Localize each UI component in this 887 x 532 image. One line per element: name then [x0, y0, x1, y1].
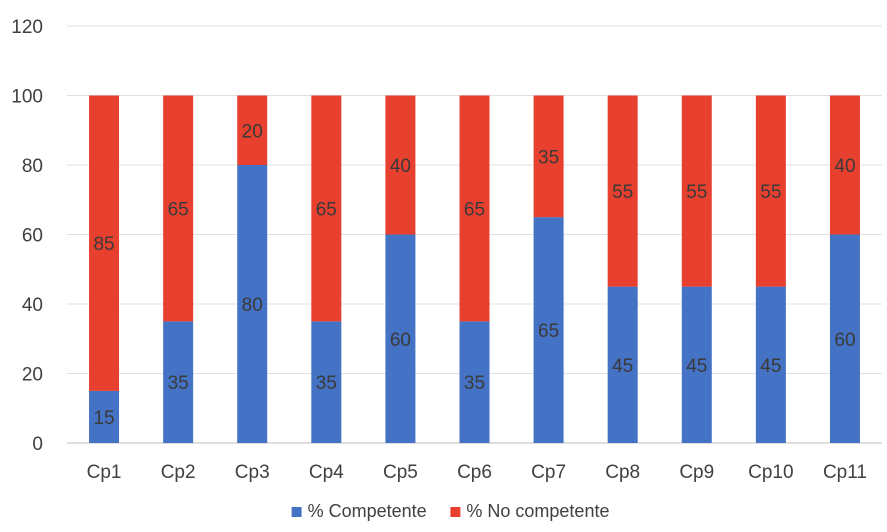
legend-label: % No competente	[466, 501, 609, 521]
data-label: 35	[168, 373, 189, 394]
data-label: 55	[612, 182, 633, 203]
x-tick-label: Cp5	[383, 462, 418, 483]
x-tick-label: Cp11	[823, 462, 867, 483]
data-label: 55	[686, 182, 707, 203]
data-label: 80	[242, 295, 263, 316]
data-label: 35	[316, 373, 337, 394]
legend-swatch	[292, 507, 302, 517]
y-tick-label: 80	[22, 156, 43, 177]
x-tick-label: Cp3	[235, 462, 270, 483]
data-label: 65	[316, 199, 337, 220]
legend: % Competente % No competente	[292, 501, 610, 521]
data-label: 55	[760, 182, 781, 203]
x-tick-label: Cp8	[605, 462, 640, 483]
data-label: 65	[538, 321, 559, 342]
y-tick-label: 100	[11, 87, 43, 108]
legend-swatch	[450, 507, 460, 517]
x-axis: Cp1 Cp2 Cp3 Cp4 Cp5 Cp6 Cp7 Cp8 Cp9 Cp10 Cp11	[87, 462, 867, 483]
y-tick-label: 20	[22, 365, 43, 386]
legend-label: % Competente	[308, 501, 427, 521]
data-label: 65	[464, 199, 485, 220]
y-tick-label: 0	[32, 434, 43, 455]
data-label: 20	[242, 121, 263, 142]
data-label: 45	[686, 356, 707, 377]
x-tick-label: Cp9	[679, 462, 714, 483]
data-label: 35	[464, 373, 485, 394]
data-label: 40	[834, 156, 855, 177]
data-label: 35	[538, 147, 559, 168]
data-label: 60	[390, 330, 411, 351]
y-tick-label: 60	[22, 226, 43, 247]
x-tick-label: Cp2	[161, 462, 196, 483]
data-label: 15	[93, 408, 114, 429]
x-tick-label: Cp10	[748, 462, 793, 483]
data-label: 45	[612, 356, 633, 377]
x-tick-label: Cp4	[309, 462, 344, 483]
data-label: 85	[93, 234, 114, 255]
x-tick-label: Cp7	[531, 462, 566, 483]
data-label: 40	[390, 156, 411, 177]
x-tick-label: Cp1	[87, 462, 122, 483]
y-axis: 0 20 40 60 80 100 120	[11, 17, 43, 455]
x-tick-label: Cp6	[457, 462, 492, 483]
data-label: 45	[760, 356, 781, 377]
data-label: 60	[834, 330, 855, 351]
data-label: 65	[168, 199, 189, 220]
y-tick-label: 40	[22, 295, 43, 316]
y-tick-label: 120	[11, 17, 43, 38]
